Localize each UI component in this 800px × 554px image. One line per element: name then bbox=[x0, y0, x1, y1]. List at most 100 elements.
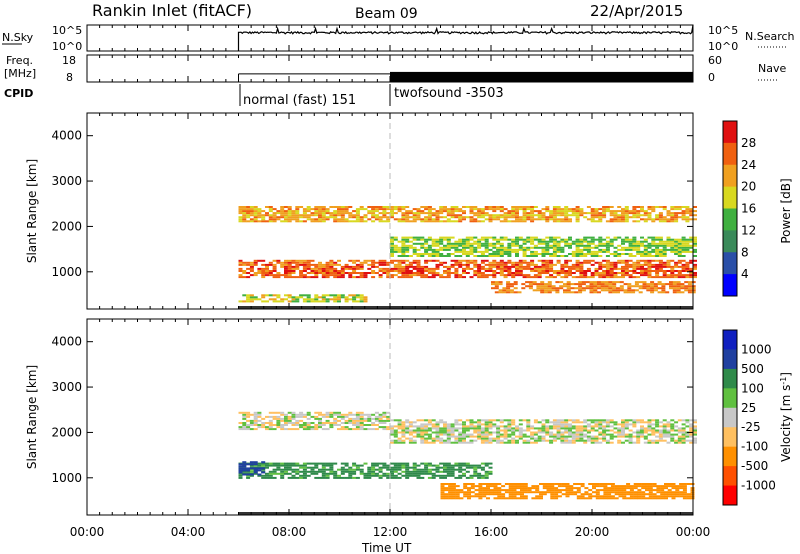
heatmap-cell bbox=[405, 276, 410, 279]
heatmap-cell bbox=[515, 212, 519, 215]
heatmap-cell bbox=[249, 265, 254, 268]
heatmap-cell bbox=[299, 474, 304, 477]
heatmap-cell bbox=[643, 421, 648, 424]
heatmap-cell bbox=[321, 464, 326, 467]
heatmap-cell bbox=[554, 483, 559, 485]
x-tick-label: 20:00 bbox=[575, 525, 610, 539]
heatmap-cell bbox=[268, 472, 273, 475]
heatmap-cell bbox=[598, 419, 603, 422]
heatmap-cell bbox=[651, 244, 656, 247]
heatmap-cell bbox=[412, 431, 417, 434]
heatmap-cell bbox=[554, 495, 559, 498]
heatmap-cell bbox=[325, 216, 330, 219]
heatmap-cell bbox=[568, 242, 572, 245]
heatmap-cell bbox=[340, 426, 345, 429]
heatmap-cell bbox=[337, 300, 341, 303]
heatmap-cell bbox=[640, 272, 644, 274]
heatmap-cell bbox=[609, 421, 614, 424]
heatmap-cell bbox=[586, 240, 591, 243]
heatmap-cell bbox=[511, 419, 516, 422]
heatmap-cell bbox=[371, 276, 376, 279]
heatmap-cell bbox=[617, 210, 622, 213]
heatmap-cell bbox=[666, 433, 671, 436]
heatmap-cell bbox=[295, 422, 300, 424]
heatmap-cell bbox=[499, 421, 504, 424]
heatmap-cell bbox=[674, 240, 679, 243]
heatmap-cell bbox=[680, 287, 685, 290]
heatmap-cell bbox=[473, 468, 478, 471]
heatmap-cell bbox=[655, 425, 660, 428]
heatmap-cell bbox=[493, 497, 498, 500]
heatmap-cell bbox=[509, 289, 514, 292]
heatmap-cell bbox=[674, 218, 679, 221]
heatmap-cell bbox=[314, 428, 319, 431]
heatmap-cell bbox=[564, 218, 569, 221]
heatmap-cell bbox=[583, 272, 588, 274]
heatmap-cell bbox=[397, 206, 402, 208]
heatmap-cell bbox=[367, 267, 372, 270]
heatmap-cell bbox=[435, 474, 440, 477]
heatmap-cell bbox=[462, 267, 466, 270]
heatmap-cell bbox=[374, 208, 379, 211]
heatmap-cell bbox=[556, 246, 561, 249]
heatmap-cell bbox=[337, 411, 341, 414]
heatmap-cell bbox=[416, 419, 421, 422]
heatmap-cell bbox=[586, 253, 591, 255]
heatmap-cell bbox=[526, 218, 531, 221]
heatmap-cell bbox=[443, 468, 447, 471]
heatmap-cell bbox=[585, 281, 590, 284]
heatmap-cell bbox=[546, 487, 551, 490]
heatmap-cell bbox=[446, 255, 451, 257]
heatmap-cell bbox=[333, 210, 338, 213]
heatmap-cell bbox=[623, 291, 628, 294]
heatmap-cell bbox=[605, 250, 610, 253]
heatmap-cell bbox=[416, 259, 421, 262]
heatmap-cell bbox=[382, 270, 387, 272]
heatmap-cell bbox=[492, 276, 497, 279]
heatmap-cell bbox=[310, 470, 315, 473]
heatmap-cell bbox=[454, 259, 459, 262]
heatmap-cell bbox=[314, 276, 319, 279]
heatmap-cell bbox=[261, 422, 266, 424]
heatmap-cell bbox=[580, 483, 585, 485]
heatmap-cell bbox=[265, 206, 269, 208]
heatmap-cell bbox=[600, 283, 605, 286]
heatmap-cell bbox=[455, 493, 460, 496]
heatmap-cell bbox=[242, 461, 247, 464]
heatmap-cell bbox=[431, 270, 436, 272]
heatmap-cell bbox=[602, 437, 607, 440]
heatmap-cell bbox=[595, 483, 600, 485]
heatmap-cell bbox=[318, 214, 322, 217]
heatmap-cell bbox=[302, 267, 307, 270]
heatmap-cell bbox=[568, 423, 572, 426]
heatmap-cell bbox=[677, 206, 682, 208]
heatmap-cell bbox=[486, 483, 490, 485]
heatmap-cell bbox=[626, 487, 631, 490]
heatmap-cell bbox=[431, 468, 436, 471]
heatmap-cell bbox=[507, 433, 512, 436]
heatmap-cell bbox=[253, 419, 258, 422]
heatmap-cell bbox=[666, 263, 671, 266]
heatmap-cell bbox=[462, 250, 466, 253]
heatmap-cell bbox=[359, 220, 364, 223]
heatmap-cell bbox=[314, 415, 319, 418]
heatmap-cell bbox=[674, 242, 679, 245]
heatmap-cell bbox=[537, 259, 542, 262]
heatmap-cell bbox=[439, 421, 444, 424]
heatmap-cell bbox=[378, 417, 383, 420]
heatmap-cell bbox=[556, 433, 561, 436]
heatmap-cell bbox=[681, 441, 686, 444]
heatmap-cell bbox=[287, 417, 292, 420]
heatmap-cell bbox=[451, 483, 456, 485]
heatmap-cell bbox=[556, 272, 561, 274]
heatmap-cell bbox=[638, 281, 643, 284]
heatmap-cell bbox=[662, 429, 667, 432]
heatmap-cell bbox=[631, 289, 636, 292]
heatmap-cell bbox=[340, 212, 345, 215]
heatmap-cell bbox=[329, 415, 334, 418]
heatmap-cell bbox=[522, 218, 527, 221]
heatmap-cell bbox=[520, 493, 524, 496]
heatmap-cell bbox=[533, 439, 538, 442]
heatmap-cell bbox=[314, 411, 319, 414]
heatmap-cell bbox=[367, 468, 372, 471]
